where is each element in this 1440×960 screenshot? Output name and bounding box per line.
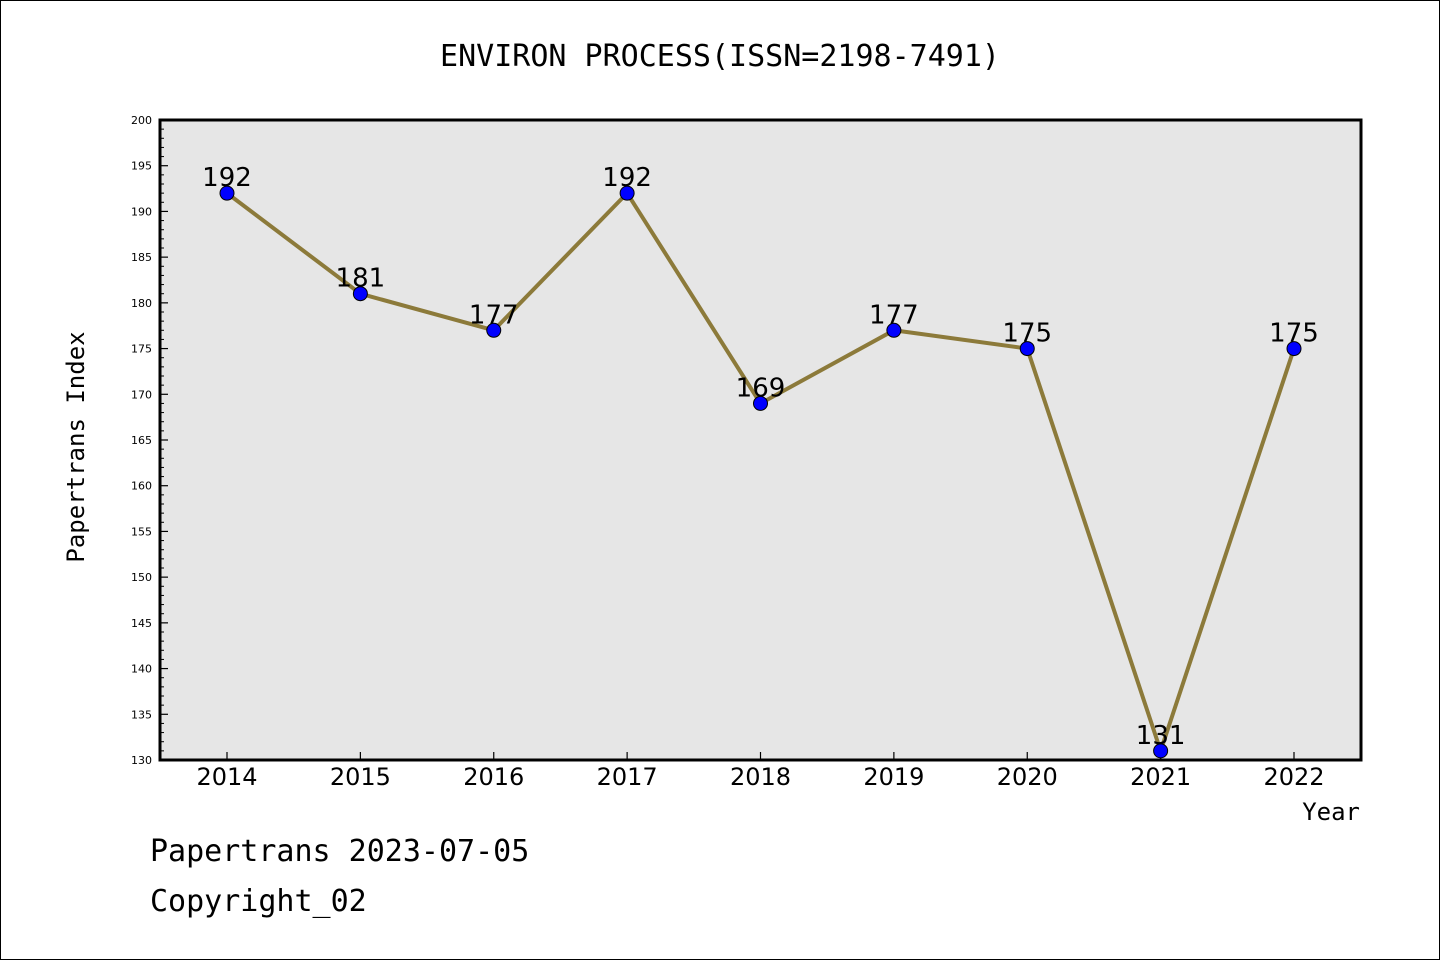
y-tick-label: 185 (131, 251, 152, 264)
x-tick-label: 2017 (597, 763, 658, 791)
data-label: 177 (469, 300, 519, 330)
x-tick-label: 2022 (1263, 763, 1324, 791)
footer-copyright-text: Copyright_02 (150, 884, 367, 919)
chart-title: ENVIRON PROCESS(ISSN=2198-7491) (440, 39, 1000, 74)
x-axis-ticks: 2014 2015 2016 2017 2018 2019 2020 2021 2022 (196, 752, 1325, 791)
x-tick-label: 2019 (863, 763, 924, 791)
x-axis-label: Year (1302, 798, 1360, 826)
x-tick-label: 2016 (463, 763, 524, 791)
y-tick-label: 140 (131, 663, 152, 676)
x-tick-label: 2020 (997, 763, 1058, 791)
data-point (886, 322, 902, 338)
data-label: 131 (1136, 721, 1186, 751)
y-tick-label: 175 (131, 343, 152, 356)
data-markers (219, 185, 1302, 759)
plot-area (160, 120, 1361, 760)
y-tick-label: 170 (131, 388, 152, 401)
data-label: 177 (869, 300, 919, 330)
y-tick-label: 150 (131, 571, 152, 584)
y-tick-label: 190 (131, 205, 152, 218)
y-tick-label: 135 (131, 708, 152, 721)
footer-date-text: Papertrans 2023-07-05 (150, 834, 530, 869)
y-axis-label: Papertrans Index (62, 331, 90, 562)
data-point (1286, 341, 1302, 357)
y-tick-label: 180 (131, 297, 152, 310)
data-label: 175 (1269, 319, 1319, 349)
x-tick-label: 2018 (730, 763, 791, 791)
y-tick-label: 145 (131, 617, 152, 630)
data-point (219, 185, 235, 201)
y-tick-label: 200 (131, 114, 152, 127)
x-tick-label: 2014 (196, 763, 257, 791)
y-tick-label: 155 (131, 525, 152, 538)
y-tick-label: 160 (131, 480, 152, 493)
data-point (619, 185, 635, 201)
y-axis-ticks: 130 135 140 145 150 155 160 165 170 175 180 185 190 1… (131, 114, 168, 767)
data-labels: 192 181 177 192 169 177 175 131 175 (202, 163, 1319, 751)
data-label: 175 (1002, 319, 1052, 349)
data-point (352, 286, 368, 302)
data-point (1019, 341, 1035, 357)
plot-border (158, 118, 1363, 762)
x-tick-label: 2021 (1130, 763, 1191, 791)
data-point (753, 395, 768, 411)
data-label: 181 (336, 264, 386, 294)
y-tick-label: 195 (131, 160, 152, 173)
data-point (1153, 743, 1169, 759)
x-tick-label: 2015 (330, 763, 391, 791)
data-label: 192 (602, 163, 652, 193)
data-point (486, 322, 502, 338)
y-tick-label: 130 (131, 754, 152, 767)
data-label: 169 (736, 373, 786, 403)
y-tick-label: 165 (131, 434, 152, 447)
data-label: 192 (202, 163, 252, 193)
